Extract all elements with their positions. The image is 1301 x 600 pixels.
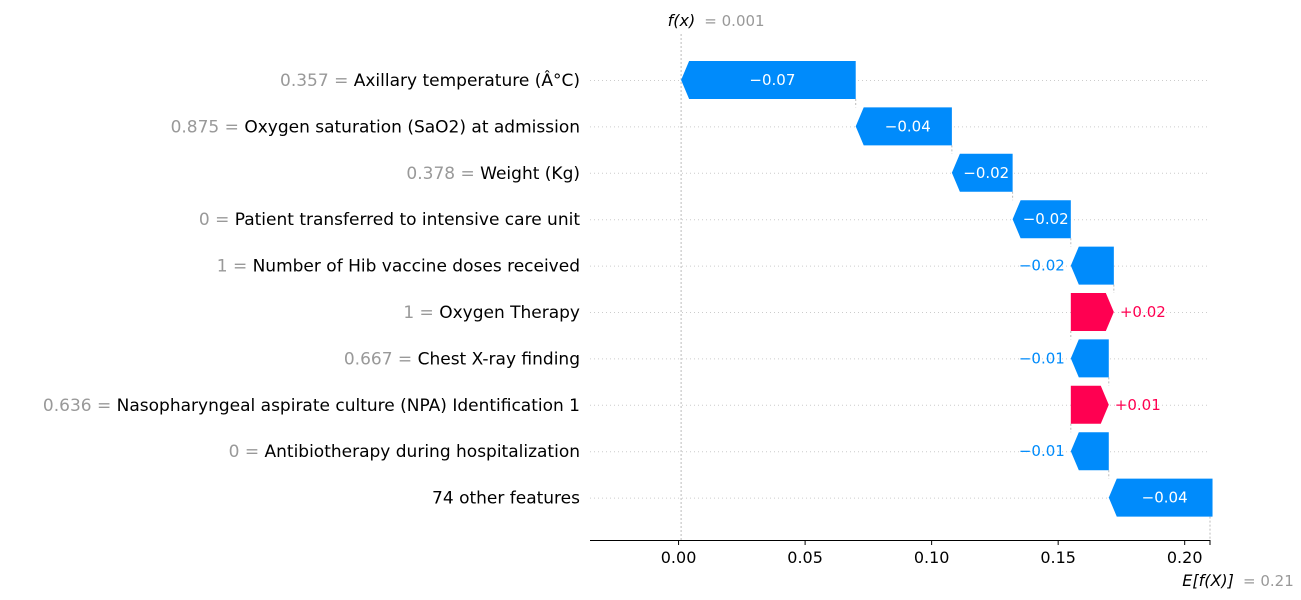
bar-value-label: −0.02 xyxy=(1023,210,1069,228)
efx-value: = 0.21 xyxy=(1243,572,1294,590)
bar-value-label: −0.01 xyxy=(1019,442,1065,460)
x-tick-label: 0.10 xyxy=(914,548,950,567)
feature-value: 0.378 = xyxy=(406,164,480,184)
feature-value: 1 = xyxy=(403,303,439,323)
fx-value: = 0.001 xyxy=(704,12,764,30)
bar-value-label: +0.02 xyxy=(1120,303,1166,321)
feature-name: Chest X-ray finding xyxy=(418,349,580,369)
efx-label: E[f(X)] xyxy=(1182,571,1234,590)
fx-annotation: f(x) = 0.001 xyxy=(668,11,765,30)
negative-bar xyxy=(1012,200,1071,239)
bar-value-label: +0.01 xyxy=(1115,396,1161,414)
feature-name: Oxygen Therapy xyxy=(439,303,580,323)
feature-label: 0 = Patient transferred to intensive car… xyxy=(199,210,580,230)
bar-value-label: −0.01 xyxy=(1019,349,1065,367)
feature-value: 1 = xyxy=(217,257,253,277)
feature-name: Nasopharyngeal aspirate culture (NPA) Id… xyxy=(117,396,580,416)
x-axis: 0.00 0.05 0.10 0.15 0.20 xyxy=(590,540,1211,567)
reference-lines xyxy=(680,34,1211,540)
fx-label: f(x) xyxy=(668,11,696,30)
negative-bar xyxy=(1070,432,1109,471)
x-tick-label: 0.20 xyxy=(1167,548,1203,567)
annotations: f(x) = 0.001 E[f(X)] = 0.21 xyxy=(668,11,1294,590)
feature-label: 0 = Antibiotherapy during hospitalizatio… xyxy=(229,442,580,462)
x-tick-label: 0.15 xyxy=(1040,548,1076,567)
negative-bar xyxy=(951,153,1013,192)
feature-name: Oxygen saturation (SaO2) at admission xyxy=(244,117,580,137)
feature-name: 74 other features xyxy=(432,489,580,509)
feature-label: 0.357 = Axillary temperature (Â°C) xyxy=(280,69,580,91)
feature-value: 0 = xyxy=(229,442,265,462)
negative-bar xyxy=(1070,246,1114,285)
feature-value: 0.636 = xyxy=(43,396,117,416)
bar-value-label: −0.02 xyxy=(1019,257,1065,275)
feature-name: Patient transferred to intensive care un… xyxy=(235,210,581,230)
feature-name: Weight (Kg) xyxy=(480,164,580,184)
bar-value-label: −0.04 xyxy=(885,117,931,135)
feature-value: 0.667 = xyxy=(344,349,418,369)
feature-value: 0 = xyxy=(199,210,235,230)
feature-name: Axillary temperature (Â°C) xyxy=(354,69,580,91)
feature-label: 0.636 = Nasopharyngeal aspirate culture … xyxy=(43,396,580,416)
positive-bar xyxy=(1070,385,1109,424)
efx-annotation: E[f(X)] = 0.21 xyxy=(1182,571,1294,590)
positive-bar xyxy=(1070,293,1114,331)
feature-label: 1 = Oxygen Therapy xyxy=(403,303,580,323)
negative-bar xyxy=(1108,478,1213,517)
feature-label: 0.875 = Oxygen saturation (SaO2) at admi… xyxy=(171,117,580,137)
bar-value-label: −0.02 xyxy=(963,164,1009,182)
feature-name: Antibiotherapy during hospitalization xyxy=(265,442,581,462)
feature-labels: 0.357 = Axillary temperature (Â°C) 0.875 … xyxy=(43,69,580,509)
feature-label: 0.667 = Chest X-ray finding xyxy=(344,349,580,369)
x-tick-label: 0.05 xyxy=(787,548,823,567)
bar-value-label: −0.04 xyxy=(1142,489,1188,507)
bar-value-label: −0.07 xyxy=(749,71,795,89)
feature-label: 0.378 = Weight (Kg) xyxy=(406,164,580,184)
feature-label: 74 other features xyxy=(432,489,580,509)
feature-value: 0.357 = xyxy=(280,71,354,91)
negative-bar xyxy=(1070,339,1109,378)
x-tick-label: 0.00 xyxy=(661,548,697,567)
negative-bar xyxy=(855,107,952,146)
feature-label: 1 = Number of Hib vaccine doses received xyxy=(217,257,580,277)
feature-value: 0.875 = xyxy=(171,117,245,137)
bars: −0.07 −0.04 −0.02 −0.02 −0.02 +0.02 −0.01 +0.01… xyxy=(681,61,1213,517)
feature-name: Number of Hib vaccine doses received xyxy=(253,257,580,277)
negative-bar xyxy=(681,61,856,99)
